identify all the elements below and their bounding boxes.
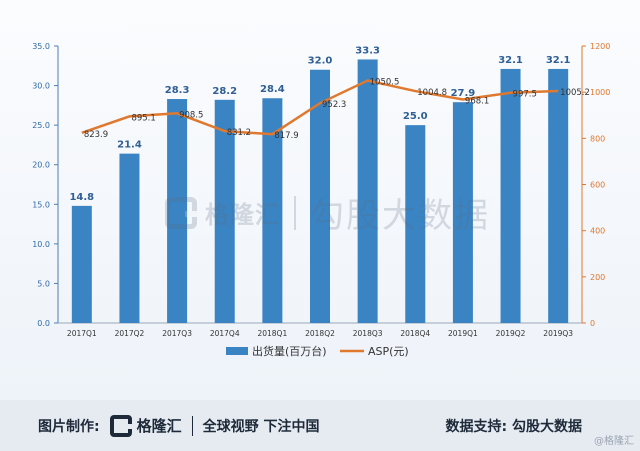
footer-divider bbox=[191, 415, 193, 436]
watermark-logo-icon bbox=[165, 196, 197, 229]
line-value-label: 823.9 bbox=[84, 130, 108, 140]
bar-value-label: 14.8 bbox=[69, 192, 94, 203]
line-value-label: 968.1 bbox=[465, 97, 489, 107]
footer-made-by-label: 图片制作: bbox=[38, 418, 100, 435]
footer-brand: 格隆汇 bbox=[136, 417, 182, 435]
watermark: 格隆汇 勾股大数据 bbox=[165, 188, 490, 237]
bar-2018Q3 bbox=[357, 59, 378, 323]
bar-2017Q4 bbox=[214, 99, 235, 324]
x-tick-label: 2017Q2 bbox=[115, 329, 145, 338]
left-tick-label: 5.0 bbox=[37, 279, 50, 288]
bar-2018Q1 bbox=[262, 98, 283, 323]
left-tick-label: 30.0 bbox=[32, 82, 50, 91]
x-tick-label: 2018Q4 bbox=[400, 329, 430, 338]
left-tick-label: 35.0 bbox=[32, 42, 50, 51]
right-tick-label: 1200 bbox=[590, 42, 610, 51]
bar-value-label: 33.3 bbox=[355, 45, 380, 56]
footer-bar: 图片制作: 格隆汇 全球视野 下注中国 数据支持: 勾股大数据 @格隆汇 bbox=[0, 400, 640, 451]
legend-label-asp: ASP(元) bbox=[368, 345, 409, 358]
bar-value-label: 32.1 bbox=[546, 55, 571, 66]
right-tick-label: 1000 bbox=[590, 88, 610, 97]
bar-2019Q3 bbox=[548, 68, 569, 323]
left-tick-label: 10.0 bbox=[32, 240, 50, 249]
line-value-label: 997.5 bbox=[513, 90, 537, 100]
bar-2018Q4 bbox=[405, 125, 426, 324]
watermark-divider bbox=[294, 195, 296, 230]
left-tick-label: 25.0 bbox=[32, 121, 50, 130]
footer-data-support: 数据支持: 勾股大数据 bbox=[445, 418, 582, 435]
bar-2017Q2 bbox=[119, 153, 140, 323]
bar-value-label: 21.4 bbox=[117, 140, 142, 151]
combo-chart: 0.0 5.0 10.0 15.0 20.0 25.0 30.0 35.0 0 200 400 600… bbox=[32, 42, 610, 358]
bar-value-label: 28.3 bbox=[165, 85, 190, 96]
asp-line bbox=[81, 79, 559, 136]
bar-2018Q2 bbox=[310, 69, 330, 323]
legend-label-shipments: 出货量(百万台) bbox=[252, 344, 327, 358]
bar-value-label: 28.4 bbox=[260, 84, 285, 95]
right-tick-label: 600 bbox=[590, 181, 605, 190]
left-tick-label: 15.0 bbox=[32, 200, 50, 209]
footer-corner-mark: @格隆汇 bbox=[594, 436, 634, 447]
left-tick-label: 0.0 bbox=[37, 319, 50, 328]
bar-value-label: 28.2 bbox=[212, 86, 237, 97]
chart-area: 0.0 5.0 10.0 15.0 20.0 25.0 30.0 35.0 0 200 400 600… bbox=[0, 0, 640, 400]
x-tick-label: 2018Q3 bbox=[353, 329, 383, 338]
x-tick-label: 2019Q2 bbox=[496, 329, 526, 338]
x-tick-label: 2019Q3 bbox=[543, 329, 573, 338]
footer-logo-icon bbox=[109, 414, 132, 437]
x-tick-label: 2019Q1 bbox=[448, 329, 478, 338]
watermark-text: 勾股大数据 bbox=[310, 196, 490, 236]
right-tick-label: 0 bbox=[590, 319, 595, 328]
line-value-label: 831.2 bbox=[227, 128, 251, 138]
right-tick-label: 400 bbox=[590, 227, 605, 236]
left-tick-label: 20.0 bbox=[32, 161, 50, 170]
bar-value-label: 27.9 bbox=[451, 88, 476, 99]
bar-2019Q1 bbox=[452, 102, 473, 323]
line-value-label: 952.3 bbox=[322, 100, 346, 110]
x-tick-label: 2017Q1 bbox=[67, 329, 97, 338]
line-value-label: 1050.5 bbox=[370, 78, 400, 88]
bar-2019Q2 bbox=[500, 68, 521, 323]
line-value-label: 817.9 bbox=[274, 131, 298, 141]
bar-value-label: 25.0 bbox=[403, 111, 428, 122]
legend-swatch-shipments bbox=[226, 347, 248, 355]
bar-2017Q1 bbox=[71, 205, 92, 323]
watermark-brand: 格隆汇 bbox=[205, 201, 280, 229]
bar-value-label: 32.0 bbox=[308, 56, 333, 67]
bar-value-label: 32.1 bbox=[498, 55, 523, 66]
line-value-label: 908.5 bbox=[179, 110, 203, 120]
line-value-label: 1004.8 bbox=[417, 88, 447, 98]
x-tick-label: 2018Q1 bbox=[257, 329, 287, 338]
footer-slogan: 全球视野 下注中国 bbox=[202, 418, 320, 435]
line-value-label: 895.1 bbox=[131, 113, 155, 123]
x-tick-label: 2017Q3 bbox=[162, 329, 192, 338]
bar-2017Q3 bbox=[167, 99, 188, 323]
x-tick-label: 2017Q4 bbox=[210, 329, 240, 338]
right-tick-label: 200 bbox=[590, 273, 605, 282]
x-tick-label: 2018Q2 bbox=[305, 329, 335, 338]
right-tick-label: 800 bbox=[590, 134, 605, 143]
line-value-label: 1005.2 bbox=[560, 88, 590, 98]
